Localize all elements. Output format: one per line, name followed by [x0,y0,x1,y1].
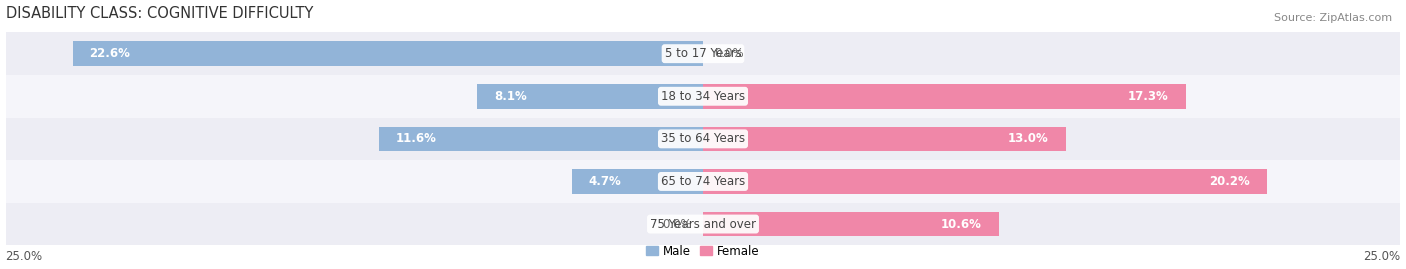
Text: 20.2%: 20.2% [1209,175,1250,188]
Text: 65 to 74 Years: 65 to 74 Years [661,175,745,188]
Bar [477,84,703,109]
Bar [6,75,1400,118]
Bar [703,84,1185,109]
Text: 10.6%: 10.6% [941,218,981,231]
Bar [6,32,1400,75]
Bar [703,126,1066,151]
Text: Source: ZipAtlas.com: Source: ZipAtlas.com [1274,13,1392,23]
Bar [6,160,1400,203]
Text: 8.1%: 8.1% [494,90,526,103]
Bar [6,118,1400,160]
Bar [6,203,1400,245]
Bar [703,212,998,236]
Text: DISABILITY CLASS: COGNITIVE DIFFICULTY: DISABILITY CLASS: COGNITIVE DIFFICULTY [6,6,314,20]
Text: 0.0%: 0.0% [714,47,744,60]
Text: 35 to 64 Years: 35 to 64 Years [661,132,745,145]
Bar [73,41,703,66]
Legend: Male, Female: Male, Female [641,240,765,262]
Text: 22.6%: 22.6% [89,47,131,60]
Text: 75 Years and over: 75 Years and over [650,218,756,231]
Text: 25.0%: 25.0% [6,250,42,263]
Text: 11.6%: 11.6% [396,132,437,145]
Bar [572,169,703,194]
Text: 4.7%: 4.7% [589,175,621,188]
Text: 18 to 34 Years: 18 to 34 Years [661,90,745,103]
Bar [703,169,1267,194]
Text: 0.0%: 0.0% [662,218,692,231]
Text: 17.3%: 17.3% [1128,90,1168,103]
Bar [380,126,703,151]
Text: 5 to 17 Years: 5 to 17 Years [665,47,741,60]
Text: 25.0%: 25.0% [1364,250,1400,263]
Text: 13.0%: 13.0% [1008,132,1049,145]
